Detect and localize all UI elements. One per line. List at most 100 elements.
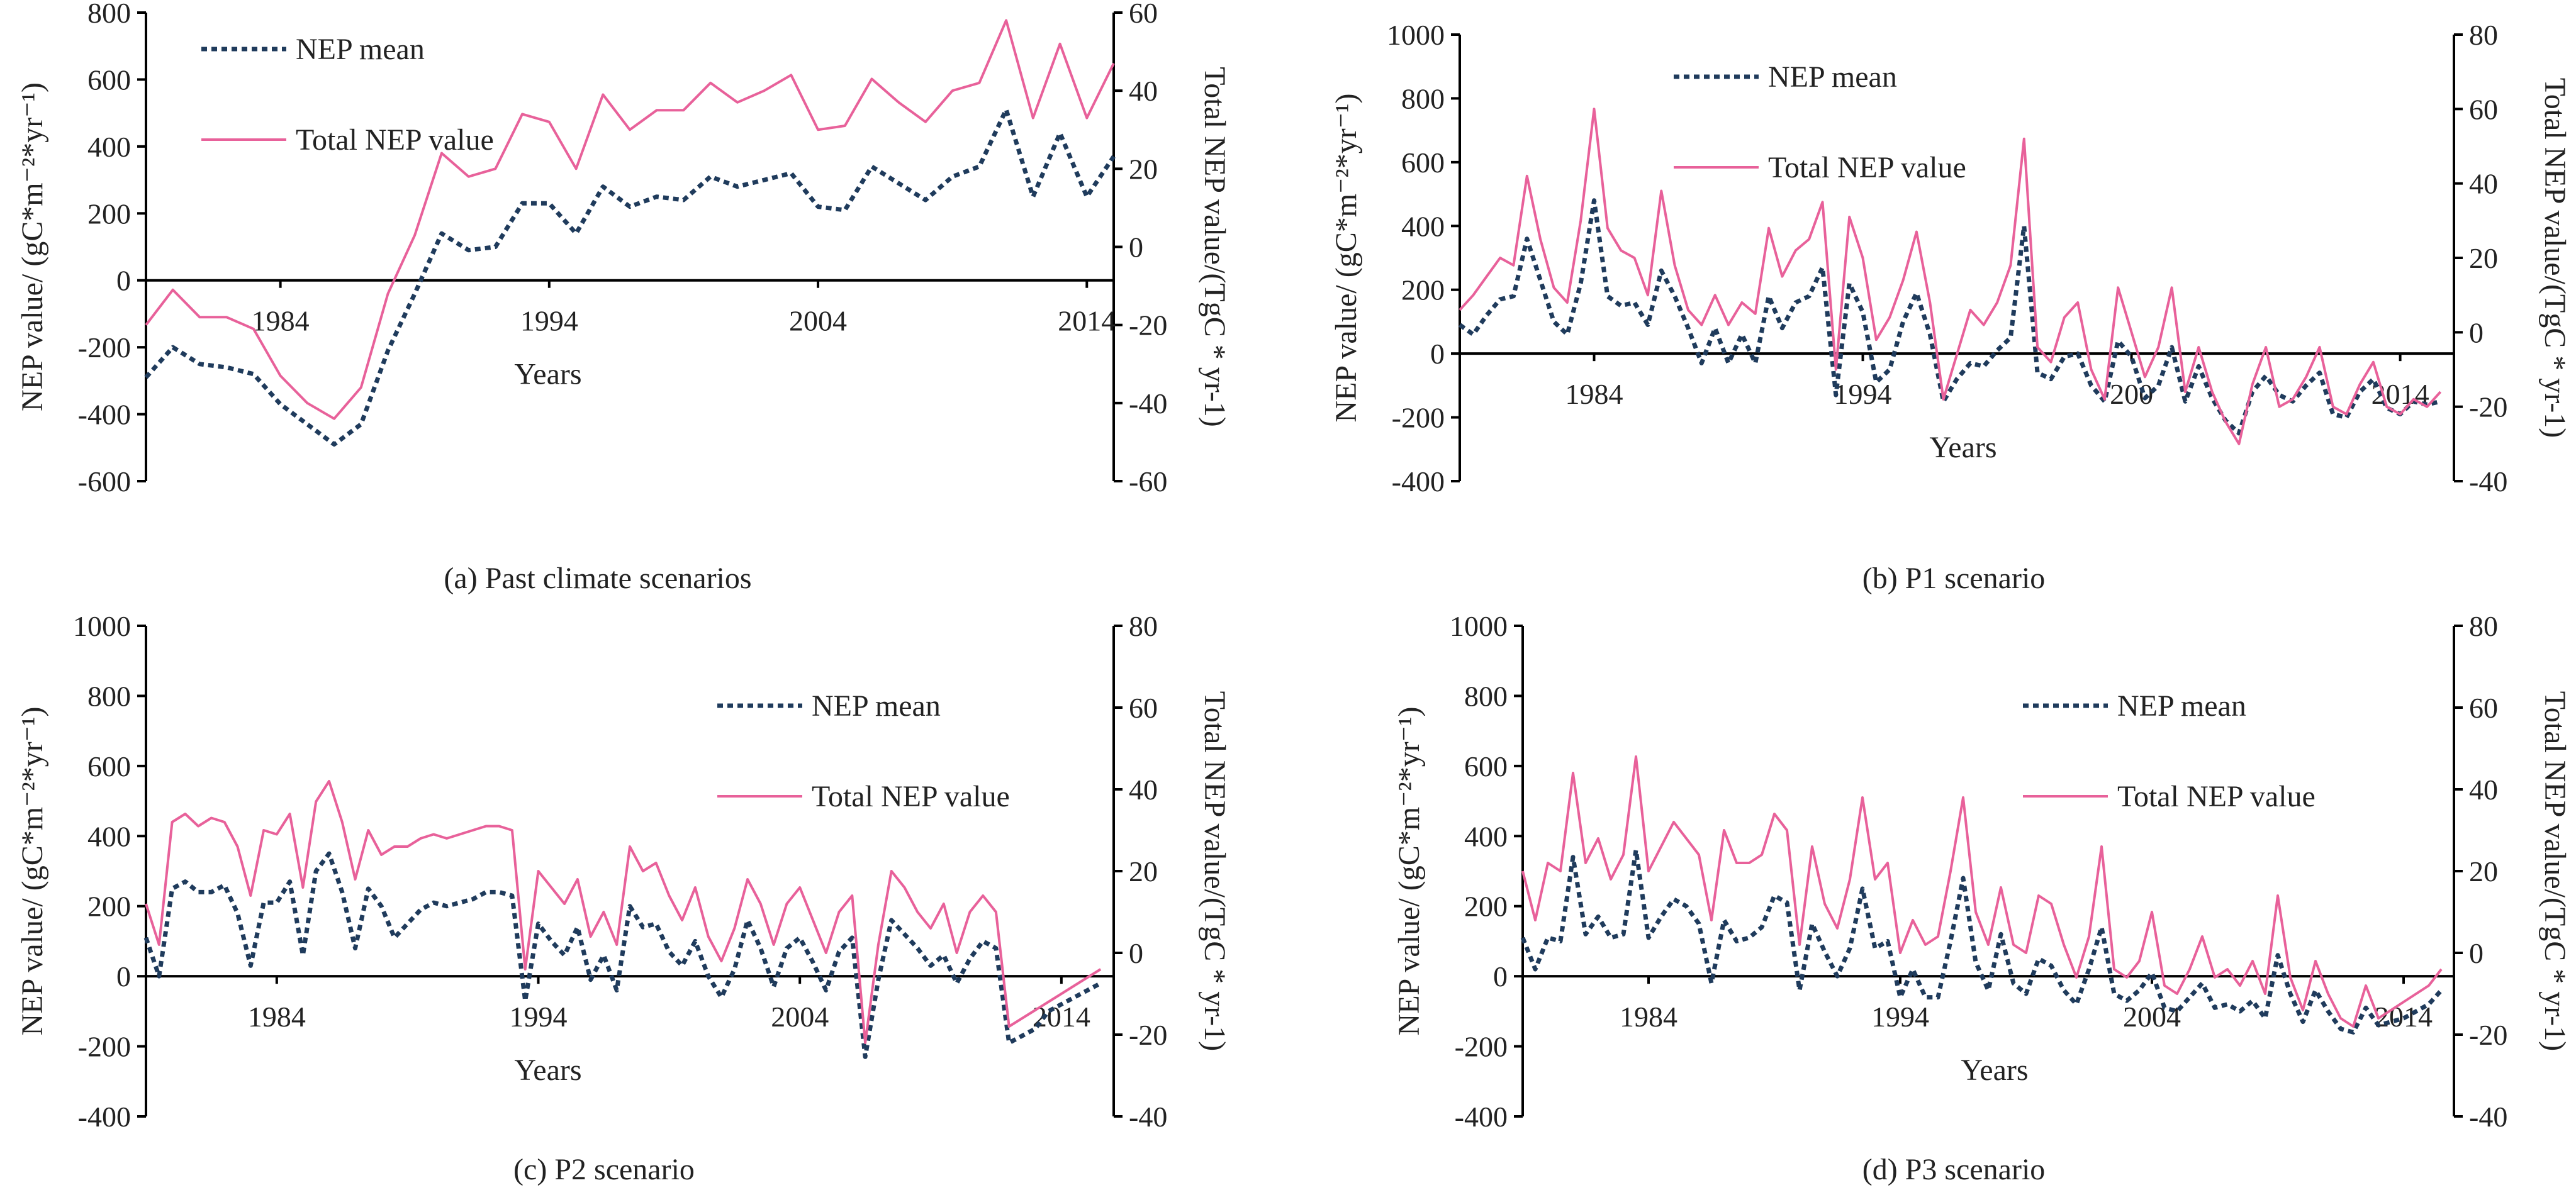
panel-d-xtick-label: 1984: [1620, 1001, 1677, 1033]
panel-c-series-nep-mean-line: [143, 851, 1102, 1059]
panel-d-ytick-left-label: 1000: [1450, 610, 1508, 642]
panel-a-xtick-label: 2004: [789, 305, 847, 337]
panel-c-legend-total-nep-label: Total NEP value: [812, 780, 1010, 813]
panel-c-y-axis-right-label: Total NEP value/(TgC * yr-1): [1198, 691, 1231, 1051]
panel-c-ytick-left-label: 1000: [73, 610, 131, 642]
panel-b-plot: -400-20002004006008001000-40-20020406080…: [1330, 19, 2572, 498]
panel-a-ytick-right-label: 0: [1129, 231, 1143, 264]
panel-d-ytick-left-label: -200: [1455, 1031, 1508, 1063]
panel-b-ytick-right-label: 0: [2469, 316, 2484, 348]
panel-b-ytick-right-label: -40: [2469, 465, 2507, 498]
panel-b-legend-total-nep-label: Total NEP value: [1768, 151, 1966, 184]
panel-d-ytick-left-label: -400: [1455, 1101, 1508, 1133]
panel-c-ytick-left-label: 400: [87, 820, 131, 852]
panel-b-ytick-right-label: 20: [2469, 242, 2498, 274]
panel-c-y-axis-left-label: NEP value/ (gC*m⁻²*yr⁻¹): [16, 707, 49, 1036]
panel-b-ytick-left-label: 800: [1401, 82, 1445, 114]
panel-b-series-total-nep-line: [1459, 108, 2442, 445]
panel-a-ytick-left-label: 800: [87, 0, 131, 29]
panel-a: -600-400-2000200400600800-60-40-20020406…: [16, 0, 1231, 595]
panel-d-plot: -400-20002004006008001000-40-20020406080…: [1392, 610, 2572, 1133]
panel-d-x-axis-label: Years: [1961, 1054, 2028, 1087]
panel-c-ytick-left-label: 0: [116, 960, 131, 993]
panel-a-ytick-left-label: 400: [87, 131, 131, 163]
panel-d-ytick-left-label: 0: [1493, 960, 1508, 993]
panel-d-y-axis-left-label: NEP value/ (gC*m⁻²*yr⁻¹): [1392, 707, 1426, 1036]
panel-c-ytick-left-label: -200: [78, 1031, 131, 1063]
panel-d-ytick-right-label: 80: [2469, 610, 2498, 642]
panel-d-ytick-left-label: 400: [1464, 820, 1508, 852]
panel-a-ytick-right-label: 20: [1129, 153, 1158, 185]
panel-c-xtick-label: 1994: [510, 1001, 568, 1033]
panel-b-xtick-label: 1994: [1834, 378, 1892, 410]
panel-d-ytick-right-label: -20: [2469, 1019, 2507, 1051]
panel-b-caption: (b) P1 scenario: [1862, 562, 2046, 595]
panel-d-series-total-nep-line: [1521, 755, 2443, 1028]
panel-d-ytick-left-label: 200: [1464, 891, 1508, 923]
panel-a-y-axis-right-label: Total NEP value/(TgC * yr-1): [1198, 67, 1231, 426]
panel-b-y-axis-right-label: Total NEP value/(TgC * yr-1): [2538, 78, 2572, 438]
panel-b-xtick-label: 200: [2110, 378, 2153, 410]
panel-a-xtick-label: 1994: [520, 305, 578, 337]
panel-d-ytick-right-label: 60: [2469, 692, 2498, 724]
panel-d: -400-20002004006008001000-40-20020406080…: [1392, 610, 2572, 1186]
panel-a-series-total-nep-line: [145, 19, 1115, 420]
panel-c-x-axis-label: Years: [514, 1054, 581, 1087]
panel-a-ytick-left-label: 0: [116, 265, 131, 297]
panel-a-xtick-label: 1984: [252, 305, 310, 337]
panel-d-ytick-left-label: 600: [1464, 750, 1508, 782]
panel-d-y-axis-right-label: Total NEP value/(TgC * yr-1): [2538, 691, 2572, 1051]
panel-b-xtick-label: 1984: [1565, 378, 1623, 410]
panel-b-ytick-left-label: 400: [1401, 210, 1445, 242]
panel-a-ytick-left-label: -200: [78, 331, 131, 364]
panel-b-ytick-right-label: 60: [2469, 93, 2498, 125]
panel-d-ytick-right-label: -40: [2469, 1101, 2507, 1133]
panel-d-xtick-label: 2004: [2123, 1001, 2181, 1033]
panel-c-caption: (c) P2 scenario: [513, 1153, 695, 1186]
panel-b-ytick-left-label: -400: [1392, 465, 1445, 498]
panel-b-ytick-left-label: -200: [1392, 402, 1445, 434]
panel-c-ytick-right-label: 40: [1129, 774, 1158, 806]
panel-a-ytick-left-label: 200: [87, 197, 131, 230]
panel-a-legend-nep-mean-label: NEP mean: [296, 33, 425, 66]
panel-a-caption: (a) Past climate scenarios: [444, 562, 751, 595]
panel-c-ytick-right-label: -40: [1129, 1101, 1167, 1133]
panel-b-legend-nep-mean-label: NEP mean: [1768, 60, 1897, 94]
panel-c-ytick-left-label: 600: [87, 750, 131, 782]
panel-c-ytick-right-label: 80: [1129, 610, 1158, 642]
panel-a-ytick-right-label: -60: [1129, 465, 1167, 498]
panel-b-ytick-right-label: -20: [2469, 391, 2507, 423]
panel-d-series-nep-mean-line: [1520, 848, 2443, 1035]
panel-b-ytick-right-label: 40: [2469, 168, 2498, 200]
panel-b-ytick-left-label: 1000: [1387, 19, 1445, 51]
panel-a-ytick-right-label: -40: [1129, 387, 1167, 420]
panel-c-ytick-right-label: 0: [1129, 937, 1143, 969]
panel-b-x-axis-label: Years: [1929, 431, 1996, 464]
panel-a-ytick-right-label: -20: [1129, 309, 1167, 342]
panel-c: -400-20002004006008001000-40-20020406080…: [16, 610, 1231, 1186]
panel-c-ytick-left-label: 800: [87, 680, 131, 712]
panel-d-legend-nep-mean-label: NEP mean: [2117, 689, 2246, 723]
panel-b: -400-20002004006008001000-40-20020406080…: [1330, 19, 2572, 595]
panel-d-ytick-right-label: 20: [2469, 855, 2498, 887]
panel-a-ytick-left-label: 600: [87, 64, 131, 96]
panel-d-legend-total-nep-label: Total NEP value: [2117, 780, 2316, 813]
panel-a-xtick-label: 2014: [1058, 305, 1116, 337]
panel-c-ytick-right-label: 20: [1129, 855, 1158, 887]
panel-c-ytick-right-label: -20: [1129, 1019, 1167, 1051]
panel-c-series-total-nep-line: [145, 780, 1102, 1044]
panel-b-ytick-right-label: 80: [2469, 19, 2498, 51]
panel-c-xtick-label: 2004: [771, 1001, 829, 1033]
panel-d-xtick-label: 1994: [1871, 1001, 1929, 1033]
panel-a-y-axis-left-label: NEP value/ (gC*m⁻²*yr⁻¹): [16, 82, 49, 411]
panel-a-ytick-left-label: -600: [78, 465, 131, 498]
panel-b-ytick-left-label: 0: [1430, 338, 1445, 370]
panel-d-caption: (d) P3 scenario: [1862, 1153, 2046, 1186]
panel-a-ytick-right-label: 60: [1129, 0, 1158, 29]
panel-c-ytick-left-label: -400: [78, 1101, 131, 1133]
panel-a-x-axis-label: Years: [514, 358, 581, 391]
panel-a-ytick-right-label: 40: [1129, 75, 1158, 107]
panel-c-xtick-label: 1984: [248, 1001, 306, 1033]
panel-a-ytick-left-label: -400: [78, 399, 131, 431]
panel-c-legend-nep-mean-label: NEP mean: [812, 689, 941, 723]
